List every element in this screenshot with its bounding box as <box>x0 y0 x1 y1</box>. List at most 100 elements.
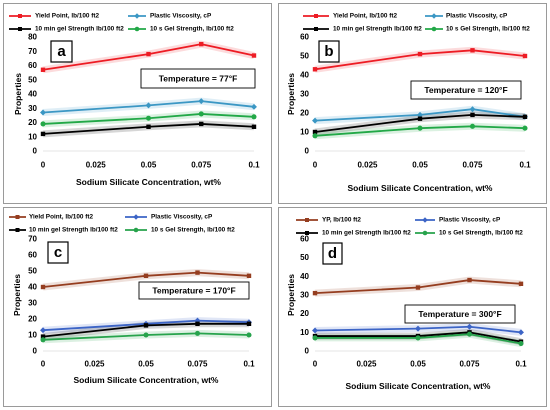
y-tick-label: 70 <box>28 235 37 244</box>
data-point-yield-point <box>195 270 200 275</box>
y-tick-label: 0 <box>305 147 310 156</box>
legend-marker-plastic-viscosity <box>431 13 437 19</box>
data-point-10-s-gel-strength <box>194 330 201 336</box>
y-tick-label: 50 <box>300 52 309 61</box>
x-tick-label: 0.1 <box>519 161 531 170</box>
series-line-10-min-gel-strength-lb-100-ft2 <box>42 123 255 135</box>
legend-label: Plastic Viscosity, cP <box>439 217 501 224</box>
data-point-10-s-gel-strength <box>40 337 46 343</box>
x-tick-label: 0.025 <box>356 360 377 369</box>
panel-label: b <box>324 43 333 60</box>
panel-label-box <box>47 241 69 264</box>
x-axis-title: Sodium Silicate Concentration, wt% <box>74 375 219 385</box>
series-line-yield-point <box>42 271 250 288</box>
data-point-yield-point <box>470 48 475 53</box>
legend-label: Yield Point, lb/100 ft2 <box>333 13 397 20</box>
x-tick-label: 0.025 <box>357 161 378 170</box>
x-axis-title: Sodium Silicate Concentration, wt% <box>76 177 221 187</box>
legend-label: YP, lb/100 ft2 <box>322 217 361 224</box>
series-line-10-s-gel-strength <box>314 125 526 137</box>
series-line-plastic-viscosity <box>314 108 526 122</box>
y-tick-label: 60 <box>300 33 309 42</box>
legend-marker-10-min-gel-strength-lb-100-ft2 <box>18 27 22 31</box>
y-tick-label: 40 <box>300 272 309 281</box>
y-tick-label: 70 <box>28 47 37 56</box>
x-tick-label: 0 <box>41 360 46 369</box>
legend-marker-10-s-gel-strength <box>134 26 140 32</box>
data-point-10-min-gel-strength-lb-100-ft2 <box>246 321 252 326</box>
panel-label-box <box>322 242 343 265</box>
x-tick-label: 0.075 <box>191 161 212 170</box>
legend-label: 10 s Gel Strength, lb/100 ft2 <box>150 26 234 33</box>
y-axis-title: Properties <box>13 73 23 115</box>
panel-label: d <box>328 245 337 262</box>
line-chart-b: 0 10 20 30 40 50 60 0 0.025 0.05 0.075 0.1 Sodium Si… <box>286 13 531 194</box>
y-tick-label: 40 <box>28 90 37 99</box>
series-line-10-s-gel-strength <box>315 333 522 345</box>
data-point-10-min-gel-strength-lb-100-ft2 <box>522 114 528 119</box>
data-point-10-s-gel-strength <box>145 115 152 121</box>
x-tick-label: 0 <box>313 360 318 369</box>
legend-marker-plastic-viscosity <box>422 217 428 223</box>
data-point-yield-point <box>199 41 204 47</box>
y-tick-label: 10 <box>300 328 309 337</box>
y-tick-label: 10 <box>28 132 37 141</box>
legend-marker-yp <box>305 218 309 222</box>
temperature-box <box>140 68 256 89</box>
x-tick-label: 0.075 <box>187 360 208 369</box>
legend-label: 10 min gel Strength lb/100 ft2 <box>29 227 118 234</box>
panel-label: c <box>54 244 62 261</box>
x-tick-label: 0.1 <box>243 360 255 369</box>
y-tick-label: 80 <box>28 33 37 42</box>
series-line-10-s-gel-strength <box>42 113 255 125</box>
data-point-10-min-gel-strength-lb-100-ft2 <box>251 124 257 129</box>
data-point-10-s-gel-strength <box>518 341 524 347</box>
chart-panel-a: 0 10 20 30 40 50 60 70 80 0 0.025 0.05 0.075 0.1 Sodiu… <box>3 3 272 204</box>
x-tick-label: 0.05 <box>412 161 428 170</box>
data-point-10-s-gel-strength <box>415 335 421 341</box>
legend-label: 10 min gel Strength lb/100 ft2 <box>322 230 411 237</box>
data-point-10-s-gel-strength <box>251 114 257 120</box>
y-tick-label: 20 <box>28 118 37 127</box>
line-chart-d: 0 10 20 30 40 50 60 0 0.025 0.05 0.075 0.1 Sodium Si… <box>286 217 527 392</box>
legend-marker-yield-point <box>18 14 22 18</box>
y-tick-label: 50 <box>28 267 37 276</box>
line-chart-c: 0 10 20 30 40 50 60 70 0 0.025 0.05 0.075 0.1 Sodium … <box>9 214 255 385</box>
data-point-plastic-viscosity <box>415 325 421 332</box>
series-line-plastic-viscosity <box>314 325 522 334</box>
data-point-10-min-gel-strength-lb-100-ft2 <box>143 323 149 328</box>
data-point-yield-point <box>522 53 528 59</box>
y-tick-label: 0 <box>305 347 310 356</box>
panel-label-box <box>50 40 73 63</box>
y-tick-label: 20 <box>300 109 309 118</box>
data-point-10-min-gel-strength-lb-100-ft2 <box>195 321 200 326</box>
data-point-yp <box>518 281 524 286</box>
data-point-plastic-viscosity <box>40 109 46 116</box>
series-line-yield-point <box>314 49 526 71</box>
x-tick-label: 0.05 <box>410 360 426 369</box>
legend-label: Yield Point, lb/100 ft2 <box>29 214 93 221</box>
x-tick-label: 0.025 <box>86 161 107 170</box>
data-point-10-s-gel-strength <box>40 121 46 127</box>
legend-label: Yield Point, lb/100 ft2 <box>35 13 99 20</box>
legend-label: 10 min gel Strength lb/100 ft2 <box>35 26 124 33</box>
series-line-10-min-gel-strength-lb-100-ft2 <box>314 114 526 133</box>
y-tick-label: 30 <box>300 291 309 300</box>
y-tick-label: 30 <box>28 104 37 113</box>
temperature-box <box>138 281 250 300</box>
data-point-plastic-viscosity <box>198 98 205 105</box>
y-tick-label: 40 <box>300 71 309 80</box>
y-tick-label: 60 <box>28 61 37 70</box>
chart-panel-b: 0 10 20 30 40 50 60 0 0.025 0.05 0.075 0.1 Sodium Si… <box>278 3 547 204</box>
x-axis-title: Sodium Silicate Concentration, wt% <box>348 183 493 193</box>
legend-marker-10-s-gel-strength <box>133 227 139 233</box>
data-point-10-min-gel-strength-lb-100-ft2 <box>199 121 204 127</box>
data-point-10-min-gel-strength-lb-100-ft2 <box>40 131 46 137</box>
temperature-box <box>404 304 516 324</box>
legend-label: 10 min gel Strength lb/100 ft2 <box>333 26 422 33</box>
legend-label: Plastic Viscosity, cP <box>150 13 212 20</box>
data-point-10-min-gel-strength-lb-100-ft2 <box>146 124 151 129</box>
series-line-10-s-gel-strength <box>42 332 250 341</box>
data-point-10-s-gel-strength <box>312 133 318 139</box>
legend-label: Plastic Viscosity, cP <box>151 214 213 221</box>
